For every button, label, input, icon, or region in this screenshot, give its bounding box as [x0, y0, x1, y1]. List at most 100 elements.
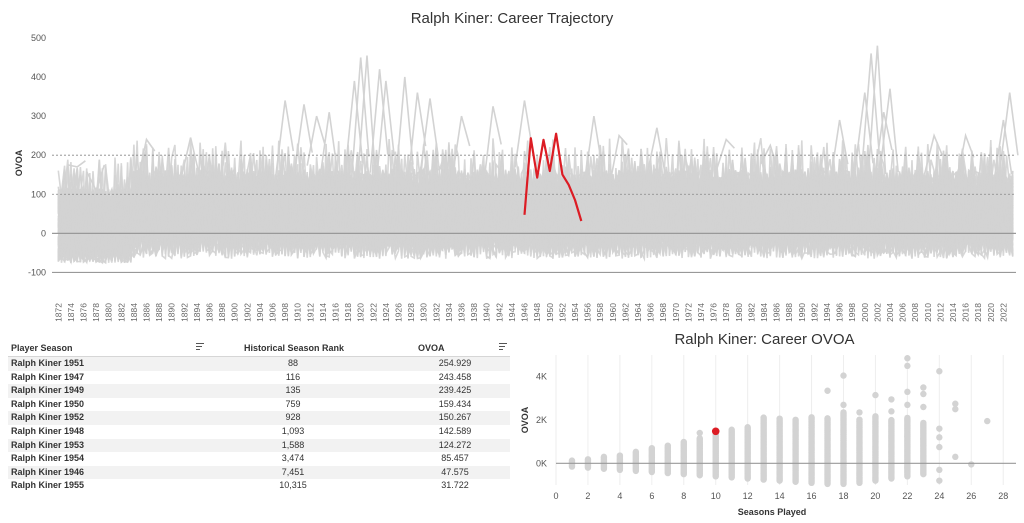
ovoa-cell: 142.589 [438, 425, 472, 436]
career-point [840, 462, 847, 470]
career-point [776, 461, 783, 469]
career-point [856, 466, 863, 473]
career-point [824, 474, 831, 482]
career-point [696, 439, 703, 447]
career-point [904, 433, 911, 441]
career-point [600, 460, 608, 468]
table-row[interactable]: Ralph Kiner 1950 759 159.434 [8, 398, 510, 412]
career-point [664, 452, 672, 459]
career-point [728, 469, 735, 476]
career-point [776, 450, 783, 457]
career-point [744, 458, 751, 466]
career-point [840, 435, 847, 442]
career-point [712, 439, 719, 447]
header-historical-season-rank[interactable]: Historical Season Rank [244, 343, 345, 353]
header-player-season[interactable]: Player Season [11, 343, 73, 353]
x-tick-label: 1914 [318, 303, 328, 322]
career-point [808, 473, 815, 481]
career-point [648, 444, 656, 452]
career-point [824, 478, 831, 485]
career-point [824, 449, 831, 457]
career-point [856, 461, 863, 469]
background-career-line [879, 88, 899, 173]
career-point [760, 460, 767, 468]
career-point [728, 452, 735, 460]
table-row[interactable]: Ralph Kiner 1952 928 150.267 [8, 411, 510, 425]
career-point [776, 422, 783, 430]
career-point [744, 455, 751, 462]
career-point [600, 458, 608, 465]
career-point [920, 445, 927, 453]
table-row[interactable]: Ralph Kiner 1951 88 254.929 [8, 357, 510, 371]
career-point [824, 429, 831, 436]
career-point [680, 465, 687, 472]
career-point [824, 434, 831, 441]
table-row[interactable]: Ralph Kiner 1954 3,474 85.457 [8, 452, 510, 466]
career-point [856, 445, 863, 452]
career-point [776, 464, 783, 471]
table-row[interactable]: Ralph Kiner 1949 135 239.425 [8, 384, 510, 398]
x-tick-label: 12 [743, 491, 753, 501]
y-tick-label: 300 [31, 111, 46, 121]
career-point [904, 432, 911, 440]
sort-icon[interactable] [196, 343, 204, 351]
x-tick-label: 1960 [608, 303, 618, 322]
x-tick-label: 1980 [734, 303, 744, 322]
career-point [584, 456, 592, 463]
career-point [664, 447, 672, 454]
x-tick-label: 1952 [557, 303, 567, 322]
career-point [664, 446, 672, 453]
career-point [648, 465, 656, 472]
x-tick-label: 8 [681, 491, 686, 501]
career-point [808, 418, 815, 426]
career-point [696, 466, 703, 473]
career-point [840, 424, 847, 432]
career-point [776, 421, 783, 428]
table-row[interactable]: Ralph Kiner 1947 116 243.458 [8, 371, 510, 385]
career-point [776, 419, 783, 426]
career-point [840, 437, 847, 445]
table-row[interactable]: Ralph Kiner 1955 10,315 31.722 [8, 479, 510, 493]
career-point [824, 456, 831, 464]
career-point [824, 448, 831, 455]
x-tick-label: 1944 [507, 303, 517, 322]
career-point [840, 446, 847, 453]
career-point [824, 461, 831, 469]
career-point [744, 456, 751, 463]
sort-icon[interactable] [499, 343, 507, 351]
career-point [792, 428, 799, 435]
career-point [696, 469, 703, 477]
career-point [904, 429, 911, 436]
career-point [920, 419, 927, 427]
y-tick-label: 4K [536, 372, 547, 382]
career-point [776, 445, 783, 452]
career-point [920, 435, 927, 442]
career-point [776, 454, 783, 462]
career-point [744, 435, 751, 443]
career-point [872, 459, 879, 466]
career-point [712, 470, 719, 478]
x-tick-label: 1938 [469, 303, 479, 322]
table-row[interactable]: Ralph Kiner 1948 1,093 142.589 [8, 425, 510, 439]
career-point [696, 461, 703, 468]
career-point [856, 468, 863, 476]
career-point [760, 466, 767, 474]
career-point [920, 390, 927, 398]
career-point [696, 429, 703, 437]
career-point [728, 430, 735, 437]
career-point [760, 454, 767, 462]
header-ovoa[interactable]: OVOA [418, 343, 445, 353]
career-point [888, 428, 895, 436]
career-point [824, 439, 831, 446]
x-tick-label: 1976 [709, 303, 719, 322]
career-point [856, 430, 863, 438]
career-point [872, 444, 879, 451]
career-point [744, 428, 751, 436]
table-row[interactable]: Ralph Kiner 1953 1,588 124.272 [8, 438, 510, 453]
table-row[interactable]: Ralph Kiner 1946 7,451 47.575 [8, 465, 510, 480]
career-point [776, 426, 783, 433]
career-point [728, 465, 735, 473]
career-point [632, 466, 640, 473]
career-point [824, 469, 831, 477]
career-point [696, 449, 703, 456]
